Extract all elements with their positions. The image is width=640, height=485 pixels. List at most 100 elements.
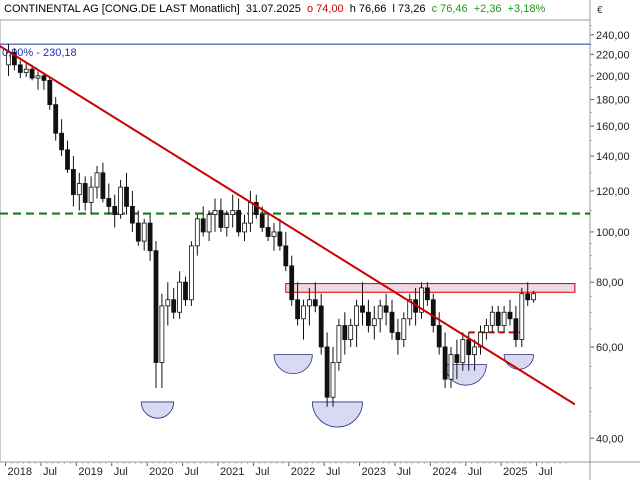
x-tick-label: 2025 <box>503 466 527 478</box>
candle-body <box>401 318 407 340</box>
candle-body <box>336 325 342 363</box>
open-value: o 74,00 <box>306 3 344 15</box>
y-tick-label: 180,00 <box>596 95 630 107</box>
candle-body <box>360 305 365 313</box>
candle-body <box>242 222 247 233</box>
x-tick-label: Jul <box>185 466 199 478</box>
x-tick-label: Jul <box>397 466 411 478</box>
candle-body <box>330 362 336 398</box>
candle-body <box>478 332 483 348</box>
candle-body <box>147 222 153 252</box>
candle-body <box>35 75 41 79</box>
candle-body <box>306 299 312 307</box>
candle-body <box>71 169 76 196</box>
plot-frame <box>0 19 591 463</box>
candle-body <box>29 68 35 79</box>
candle-body <box>507 311 513 320</box>
candle-body <box>259 214 265 228</box>
candle-body <box>454 354 460 363</box>
candle-body <box>171 299 177 313</box>
candle-body <box>354 305 360 326</box>
y-tick-label: 80,00 <box>596 277 624 289</box>
candle-body <box>277 231 283 247</box>
candle-body <box>389 311 395 333</box>
candle-body <box>295 299 301 320</box>
candle-body <box>230 210 236 215</box>
candle-body <box>301 305 306 320</box>
change-value: +2,36 <box>473 3 502 15</box>
candle-body <box>489 311 495 326</box>
bottom-bowl-1 <box>140 401 175 419</box>
x-tick-label: 2018 <box>8 466 32 478</box>
x-tick-label: Jul <box>255 466 269 478</box>
candle-body <box>247 202 253 224</box>
quote-date: 31.07.2025 <box>245 3 301 15</box>
candle-body <box>212 210 218 215</box>
candle-body <box>94 172 100 188</box>
x-tick-label: 2022 <box>291 466 315 478</box>
y-tick-label: 140,00 <box>596 151 630 163</box>
candle-body <box>377 305 383 320</box>
x-tick-label: 2023 <box>362 466 386 478</box>
candle-body <box>348 325 354 340</box>
candle-body <box>159 305 165 363</box>
y-tick-label: 220,00 <box>596 49 630 61</box>
candle-body <box>365 311 371 326</box>
candle-body <box>224 214 230 228</box>
candle-body <box>118 186 123 215</box>
candle-body <box>495 311 501 326</box>
high-level-label: 0,00% - 230,18 <box>2 47 77 59</box>
candle-body <box>271 231 277 237</box>
candle-body <box>165 299 171 307</box>
candle-body <box>236 210 242 233</box>
candle-body <box>525 293 531 301</box>
candle-body <box>53 104 59 134</box>
candle-body <box>442 346 448 380</box>
candle-body <box>531 293 536 301</box>
y-tick-label: 200,00 <box>596 71 630 83</box>
candle-body <box>324 346 330 398</box>
candle-body <box>501 311 507 326</box>
high-value: h 76,66 <box>349 3 387 15</box>
candle-body <box>200 218 206 233</box>
candle-body <box>483 325 489 333</box>
candle-body <box>183 281 188 301</box>
currency-label: € <box>597 5 603 16</box>
header-info: CONTINENTAL AG [CONG.DE LAST Monatlich] … <box>4 3 548 15</box>
candle-body <box>312 299 318 307</box>
candle-body <box>466 339 472 355</box>
candle-body <box>206 214 212 233</box>
candle-body <box>419 287 424 313</box>
candle-body <box>383 305 389 313</box>
candle-body <box>106 198 112 207</box>
candle-body <box>17 64 23 73</box>
candle-body <box>513 318 519 340</box>
x-tick-label: 2021 <box>220 466 244 478</box>
candle-body <box>124 186 129 207</box>
candle-body <box>82 183 88 203</box>
x-tick-label: 2020 <box>149 466 173 478</box>
resistance-zone <box>285 283 576 293</box>
downtrend-line <box>0 45 576 406</box>
candle-body <box>436 325 442 348</box>
x-tick-label: Jul <box>43 466 57 478</box>
candle-body <box>283 245 289 267</box>
candle-body <box>188 245 194 301</box>
bottom-bowl-3 <box>311 401 363 428</box>
candle-body <box>76 183 82 196</box>
candle-body <box>289 265 295 301</box>
candle-body <box>424 287 430 301</box>
candle-body <box>41 75 47 81</box>
candle-body <box>100 172 106 199</box>
candle-body <box>59 132 64 151</box>
candle-body <box>371 318 377 326</box>
x-tick-label: 2019 <box>78 466 102 478</box>
candle-body <box>112 206 118 215</box>
candle-body <box>23 68 29 73</box>
candle-body <box>318 305 324 348</box>
candle-body <box>430 299 436 326</box>
candle-body <box>395 332 401 340</box>
candle-body <box>47 79 53 106</box>
candle-body <box>141 222 147 242</box>
